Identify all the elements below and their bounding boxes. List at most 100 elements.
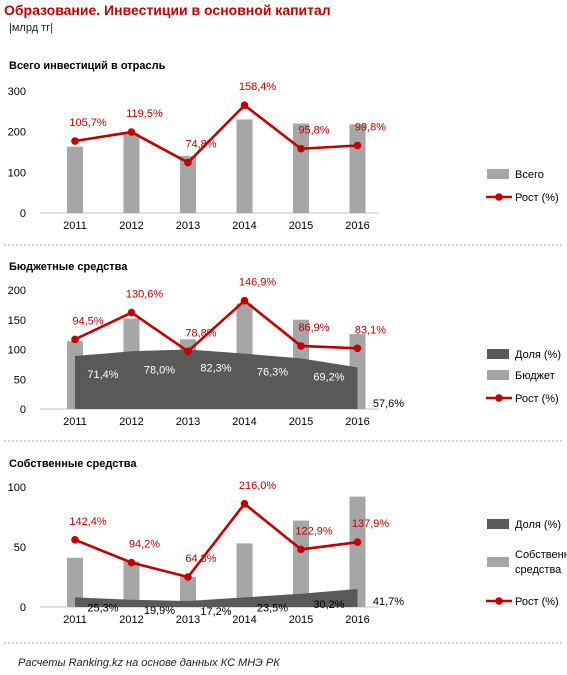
- panel3-growth-label: 137,9%: [352, 518, 390, 530]
- panel3-share-label: 23,5%: [257, 602, 288, 614]
- panel2-growth-label: 94,5%: [72, 315, 103, 327]
- panel3-share-label: 25,3%: [87, 602, 118, 614]
- panel1-bar: [293, 123, 309, 213]
- panel1-growth-line: [74, 103, 358, 164]
- panel2-share-label: 57,6%: [373, 398, 404, 410]
- panel1-growth-label: 95,8%: [298, 125, 329, 137]
- panel1-bar: [180, 156, 196, 213]
- panel1-bar: [236, 119, 253, 213]
- panel1-xtick-label: 2016: [345, 220, 369, 232]
- panel3-bar: [67, 557, 83, 607]
- panel1-bar: [349, 124, 366, 213]
- panel1-legend-bar-swatch: [487, 169, 509, 179]
- panel2-share-label: 78,0%: [144, 364, 175, 376]
- panel1-growth-point: [240, 101, 249, 110]
- panel2-growth-point: [240, 296, 249, 305]
- panel1-legend-label: Всего: [515, 169, 544, 181]
- panel2-growth-point: [297, 342, 305, 350]
- panel3-growth-label: 122,9%: [295, 525, 333, 537]
- panel2-growth-line: [74, 299, 358, 353]
- panel1-ytick-label: 200: [8, 127, 26, 139]
- panel2-share-label: 71,4%: [87, 369, 118, 381]
- panel1-xtick-label: 2011: [63, 220, 87, 232]
- panel3-xtick-label: 2015: [289, 614, 313, 626]
- panel3-share-label: 30,2%: [313, 599, 344, 611]
- panel3-bar: [123, 561, 140, 607]
- panel1-ytick-label: 0: [20, 208, 26, 220]
- panel2-legend-area-swatch: [487, 349, 509, 359]
- panel3-growth-label: 142,4%: [69, 516, 107, 528]
- panel3-xtick-label: 2012: [119, 614, 143, 626]
- panel2-title: Бюджетные средства: [9, 261, 128, 273]
- panel3-share-area: [75, 589, 358, 607]
- panel3-ytick-label: 0: [20, 602, 26, 614]
- panel3-ytick-label: 50: [14, 542, 26, 554]
- panel1-bar: [123, 133, 140, 213]
- panel3-bar: [180, 577, 196, 607]
- panel2-legend-line-marker: [495, 394, 503, 402]
- panel1-growth-point: [297, 144, 305, 153]
- panel1-growth-point: [353, 141, 362, 150]
- panel3-bar: [293, 520, 309, 607]
- panel3-growth-line: [74, 502, 358, 579]
- panel3-xtick-label: 2013: [176, 614, 200, 626]
- panel2-legend-label: Бюджет: [515, 370, 555, 382]
- panel3-title: Собственные средства: [9, 458, 137, 470]
- panel1-growth-point: [71, 137, 79, 145]
- panel3-legend-label: Собственные: [515, 549, 567, 561]
- panel2-ytick-label: 50: [14, 374, 26, 386]
- panel2-share-label: 82,3%: [200, 363, 231, 375]
- panel1-legend-label: Рост (%): [515, 192, 559, 204]
- panel3-legend-label: средства: [515, 564, 562, 576]
- panel2-growth-point: [127, 308, 136, 317]
- panel3-bar: [349, 496, 366, 607]
- panel2-growth-label: 130,6%: [126, 289, 164, 301]
- panel2-growth-point: [71, 335, 79, 344]
- panel1-growth-label: 99,8%: [355, 121, 386, 133]
- panel1-ytick-label: 100: [8, 167, 26, 179]
- source-note: Расчеты Ranking.kz на основе данных КС М…: [18, 657, 280, 669]
- panel3-share-label: 19,9%: [144, 605, 175, 617]
- panel2-ytick-label: 150: [8, 315, 26, 327]
- unit-label: |млрд тг|: [9, 22, 54, 34]
- panel2-ytick-label: 0: [20, 404, 26, 416]
- panel3-xtick-label: 2016: [345, 614, 369, 626]
- panel3-share-label: 41,7%: [373, 596, 404, 608]
- panel3-growth-point: [240, 500, 249, 508]
- panel3-bar: [236, 543, 253, 607]
- panel2-xtick-label: 2016: [345, 416, 369, 428]
- panel1-growth-label: 105,7%: [69, 117, 107, 129]
- panel3-growth-point: [71, 536, 79, 544]
- panel2-xtick-label: 2012: [119, 416, 143, 428]
- panel3-growth-point: [184, 573, 192, 581]
- panel2-legend-bar-swatch: [487, 370, 509, 380]
- panel1-title: Всего инвестиций в отрасль: [9, 60, 166, 72]
- panel2-xtick-label: 2011: [63, 416, 87, 428]
- panel3-legend-area-swatch: [487, 519, 509, 529]
- panel1-growth-point: [184, 158, 192, 167]
- panel1-ytick-label: 300: [8, 86, 26, 98]
- panel3-legend-line-marker: [495, 597, 503, 605]
- panel1-bar: [67, 146, 83, 213]
- panel3-growth-label: 64,8%: [185, 553, 216, 565]
- panel2-legend-label: Доля (%): [515, 349, 561, 361]
- panel1-xtick-label: 2014: [232, 220, 256, 232]
- panel1-xtick-label: 2013: [176, 220, 200, 232]
- panel2-xtick-label: 2014: [232, 416, 256, 428]
- panel3-legend-label: Рост (%): [515, 596, 559, 608]
- panel2-share-label: 76,3%: [257, 367, 288, 379]
- panel1-legend-line-marker: [495, 193, 503, 201]
- panel2-legend-label: Рост (%): [515, 393, 559, 405]
- panel2-growth-point: [184, 347, 192, 356]
- panel3-growth-point: [353, 538, 362, 546]
- panel2-xtick-label: 2013: [176, 416, 200, 428]
- panel3-growth-point: [127, 558, 136, 567]
- panel2-xtick-label: 2015: [289, 416, 313, 428]
- panel3-xtick-label: 2014: [232, 614, 256, 626]
- panel3-share-label: 17,2%: [200, 606, 231, 618]
- panel2-ytick-label: 200: [8, 285, 26, 297]
- panel1-growth-label: 74,8%: [185, 139, 216, 151]
- panel2-growth-label: 78,8%: [185, 327, 216, 339]
- panel1-xtick-label: 2015: [289, 220, 313, 232]
